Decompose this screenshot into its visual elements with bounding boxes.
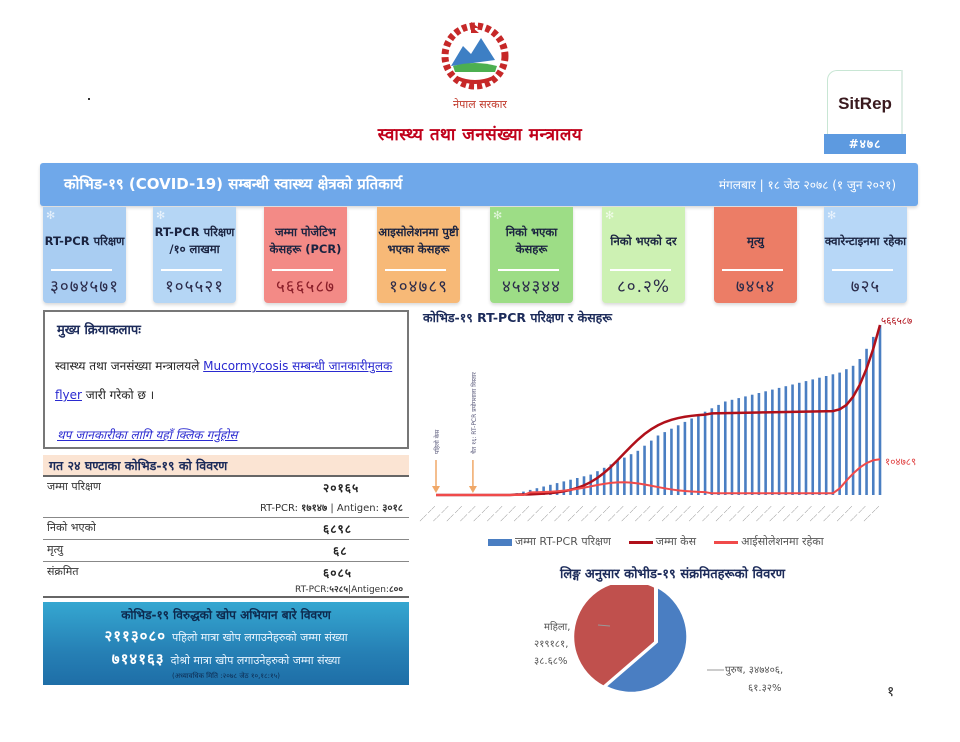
- gender-pie-chart: महिला, २१९१८१, ३८.६८% पुरुष, ३४७४०६, ६१.…: [534, 585, 783, 694]
- snowflake-icon: ✻: [156, 209, 166, 222]
- stat-card-deaths: मृत्यु ७४५४: [714, 207, 797, 303]
- sitrep-title: SitRep: [838, 94, 892, 113]
- legend-item-tests: जम्मा RT-PCR परिक्षण: [488, 534, 611, 549]
- activity-text-after: जारी गरेको छ ।: [81, 388, 155, 402]
- card-label: जम्मा पोजेटिभ केसहरू (PCR): [269, 225, 342, 256]
- card-value: ३०७४५७१: [50, 277, 119, 297]
- activities-text: स्वास्थ्य तथा जनसंख्या मन्त्रालयले Mucor…: [55, 352, 400, 410]
- mucormycosis-flyer-link[interactable]: Mucormycosis सम्बन्धी जानकारीमुलक flyer: [55, 359, 393, 402]
- more-info-link[interactable]: थप जानकारीका लागि यहाँ क्लिक गर्नुहोस: [57, 428, 238, 442]
- chart-title: कोभिड-१९ RT-PCR परिक्षण र केसहरू: [423, 310, 613, 325]
- row-value: २०१६५: [323, 481, 360, 495]
- svg-text:चैत १६: RT-PCR प्रयोगशाला विस्: चैत १६: RT-PCR प्रयोगशाला विस्तार: [470, 372, 478, 454]
- stat-card-recovery-rate: ✻ निको भएको दर ८०.२%: [602, 207, 685, 303]
- svg-text:२१९१८१,: २१९१८१,: [534, 639, 568, 650]
- pie-chart-title: लिङ्ग अनुसार कोभीड-१९ संक्रमितहरूको विवर…: [560, 567, 786, 582]
- card-label: RT-PCR परिक्षण: [44, 233, 125, 248]
- row-breakdown: RT-PCR:५२८५|Antigen:८००: [295, 585, 403, 595]
- stat-card-total-positive: जम्मा पोजेटिभ केसहरू (PCR) ५६६५८७: [264, 207, 347, 303]
- card-value: ७४५४: [735, 277, 776, 297]
- testing-cases-chart: —— ———— ———— ———— ———— ———— ———— ———— ——…: [418, 316, 916, 524]
- first-dose-line: २११३०८० पहिलो मात्रा खोप लगाउनेहरुको जम्म…: [104, 627, 348, 645]
- stray-dot: [88, 98, 90, 100]
- pie-label-male: पुरुष, ३४७४०६,: [725, 665, 783, 676]
- key-activities-box: मुख्य क्रियाकलापः स्वास्थ्य तथा जनसंख्या…: [43, 310, 409, 449]
- svg-text:३८.६८%: ३८.६८%: [534, 656, 567, 667]
- card-label: निको भएको दर: [610, 233, 677, 248]
- update-note: (अध्यावधिक मिति :२०७८ जेठ १०,१८:१५): [171, 672, 280, 680]
- pie-slice-female: [572, 585, 656, 688]
- svg-text:१०४७८९: १०४७८९: [885, 457, 916, 468]
- table-row: मृत्यु ६८: [43, 540, 409, 562]
- row-label: जम्मा परिक्षण: [47, 480, 101, 493]
- ministry-name: स्वास्थ्य तथा जनसंख्या मन्त्रालय: [377, 125, 583, 145]
- svg-text:५६६५८७: ५६६५८७: [881, 316, 912, 327]
- title-banner: कोभिड-१९ (COVID-19) सम्बन्धी स्वास्थ्य क…: [40, 163, 918, 206]
- snowflake-icon: ✻: [605, 209, 615, 222]
- card-value: ४५४३४४: [501, 277, 562, 297]
- nepal-emblem-logo: [441, 22, 509, 90]
- chart-legend: जम्मा RT-PCR परिक्षण जम्मा केस आईसोलेशनम…: [488, 534, 888, 549]
- sitrep-badge: SitRep #४७८: [824, 70, 906, 154]
- card-value: १०५५२१: [164, 277, 225, 297]
- row-value: ६८: [333, 544, 348, 558]
- snowflake-icon: ✻: [493, 209, 503, 222]
- card-value: ५६६५८७: [275, 277, 336, 297]
- row-label: संक्रमित: [47, 565, 79, 578]
- page-number: १: [887, 684, 895, 700]
- row-value: ६८९८: [323, 522, 352, 536]
- vaccination-box: कोभिड-१९ विरुद्धको खोप अभियान बारे विवरण…: [43, 602, 409, 685]
- snowflake-icon: ✻: [827, 209, 837, 222]
- last-24h-title: गत २४ घण्टाका कोभिड-१९ को विवरण: [43, 455, 409, 477]
- legend-item-total-cases: जम्मा केस: [628, 534, 696, 549]
- activity-text-before: स्वास्थ्य तथा जनसंख्या मन्त्रालयले: [55, 359, 204, 373]
- stat-card-isolation: आइसोलेशनमा पुष्टी भएका केसहरू १०४७८९: [377, 207, 460, 303]
- banner-title: कोभिड-१९ (COVID-19) सम्बन्धी स्वास्थ्य क…: [64, 175, 403, 193]
- stat-card-tests-per-million: ✻ RT-PCR परिक्षण /१० लाखमा १०५५२१: [153, 207, 236, 303]
- sitrep-number: #४७८: [824, 134, 906, 154]
- card-label: मृत्यु: [747, 233, 764, 248]
- card-label: निको भएका केसहरू: [505, 225, 558, 256]
- second-dose-line: ७१४१६३ दोश्रो मात्रा खोप लगाउनेहरुको जम्म…: [111, 650, 341, 668]
- svg-text:६१.३२%: ६१.३२%: [748, 683, 781, 694]
- pie-slice-male: [603, 585, 689, 694]
- card-label: आइसोलेशनमा पुष्टी भएका केसहरू: [378, 225, 459, 256]
- vaccination-title: कोभिड-१९ विरुद्धको खोप अभियान बारे विवरण: [121, 608, 331, 622]
- table-row: निको भएको ६८९८: [43, 518, 409, 540]
- row-label: निको भएको: [47, 521, 96, 534]
- table-row: जम्मा परिक्षण २०१६५ RT-PCR: १७१४७ | Anti…: [43, 477, 409, 518]
- card-value: ७२५: [850, 277, 881, 297]
- second-dose-value: ७१४१६३: [111, 650, 165, 668]
- card-value: १०४७८९: [388, 277, 449, 297]
- card-label: RT-PCR परिक्षण /१० लाखमा: [154, 225, 235, 256]
- snowflake-icon: ✻: [46, 209, 56, 222]
- legend-item-isolation: आईसोलेशनमा रहेका: [714, 534, 824, 549]
- last-24h-table: गत २४ घण्टाका कोभिड-१९ को विवरण जम्मा पर…: [43, 455, 409, 598]
- row-breakdown: RT-PCR: १७१४७ | Antigen: ३०१८: [259, 503, 403, 514]
- report-date: मंगलबार | १८ जेठ २०७८ (१ जुन २०२१): [718, 178, 896, 192]
- government-name: नेपाल सरकार: [453, 98, 507, 111]
- stat-card-rtpcr-tests: ✻ RT-PCR परिक्षण ३०७४५७१: [43, 207, 126, 303]
- card-label: क्वारेन्टाइनमा रहेका: [824, 233, 907, 248]
- svg-text:पहिलो केस: पहिलो केस: [433, 429, 441, 454]
- first-dose-value: २११३०८०: [104, 627, 167, 645]
- pie-label-female: महिला,: [544, 621, 570, 633]
- row-label: मृत्यु: [47, 543, 64, 556]
- activities-title: मुख्य क्रियाकलापः: [57, 323, 141, 338]
- stat-card-recovered: ✻ निको भएका केसहरू ४५४३४४: [490, 207, 573, 303]
- card-value: ८०.२%: [616, 277, 671, 297]
- stat-card-quarantine: ✻ क्वारेन्टाइनमा रहेका ७२५: [824, 207, 907, 303]
- table-row: संक्रमित ६०८५ RT-PCR:५२८५|Antigen:८००: [43, 562, 409, 598]
- row-value: ६०८५: [323, 566, 352, 580]
